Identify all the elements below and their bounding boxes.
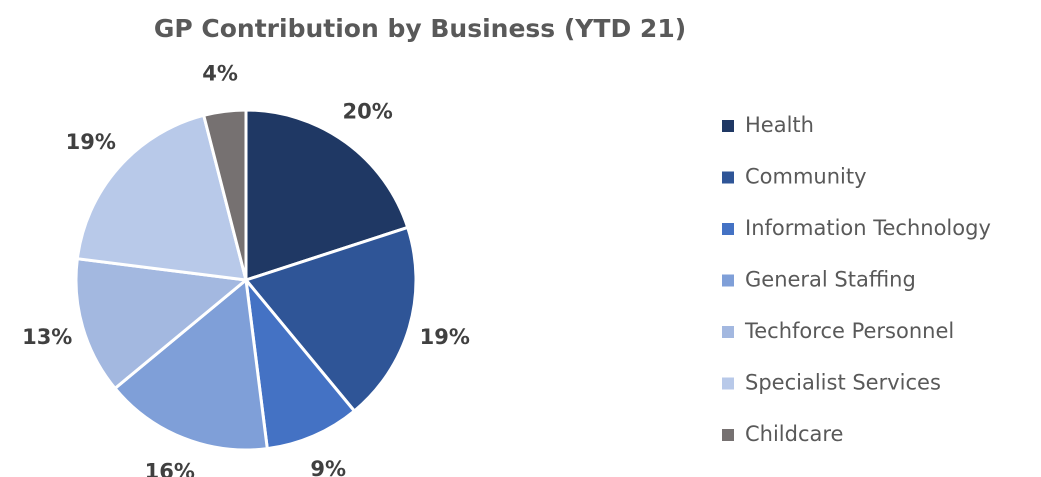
legend-swatch — [722, 223, 734, 235]
data-label: 4% — [202, 62, 238, 86]
legend-swatch — [722, 120, 734, 132]
legend-label: Information Technology — [745, 216, 991, 240]
data-label: 13% — [22, 325, 72, 349]
legend-swatch — [722, 326, 734, 338]
legend-swatch — [722, 171, 734, 184]
data-label: 9% — [310, 457, 346, 477]
pie-slice — [75, 113, 249, 282]
legend-label: Community — [745, 165, 867, 189]
legend-label: Specialist Services — [745, 371, 941, 395]
pie-slice — [243, 225, 418, 414]
data-label: 16% — [145, 459, 195, 477]
data-label: 20% — [343, 100, 393, 124]
chart-title: GP Contribution by Business (YTD 21) — [154, 14, 686, 43]
pie-slice — [244, 108, 410, 283]
pie-slice — [74, 257, 250, 391]
legend-label: Techforce Personnel — [744, 319, 954, 343]
pie-slice — [112, 277, 269, 452]
data-label: 19% — [420, 325, 470, 349]
legend-swatch — [722, 274, 734, 287]
pie-slice — [243, 275, 357, 451]
legend-label: Childcare — [745, 422, 843, 446]
legend-label: Health — [745, 113, 814, 137]
data-label: 19% — [66, 130, 116, 154]
legend-swatch — [722, 377, 734, 390]
pie-slice — [201, 108, 248, 281]
legend-label: General Staffing — [745, 268, 916, 292]
legend-swatch — [722, 429, 734, 441]
